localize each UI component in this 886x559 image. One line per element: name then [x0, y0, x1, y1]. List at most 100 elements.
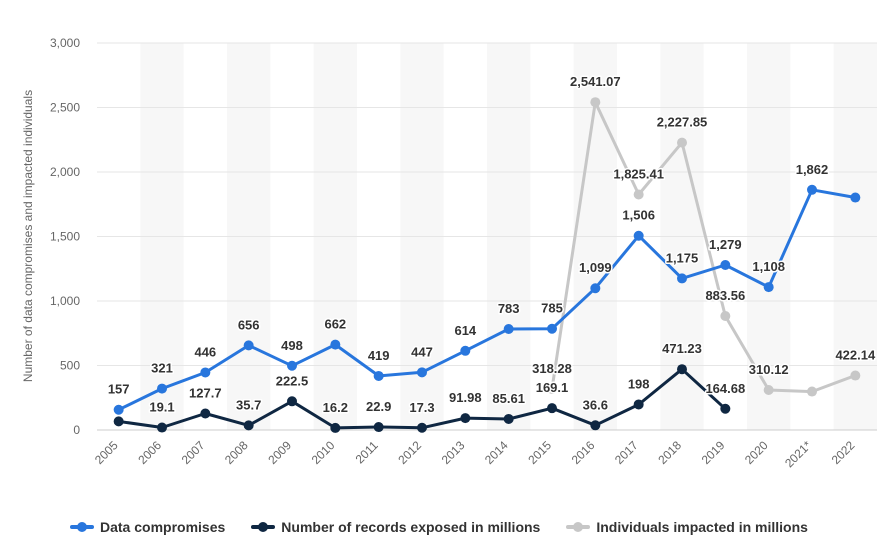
x-tick-label: 2018: [655, 438, 684, 467]
x-tick-label: 2015: [525, 438, 554, 467]
data-label: 662: [324, 317, 346, 332]
x-tick-label: 2013: [439, 438, 468, 467]
legend-swatch-records-exposed: [251, 522, 276, 532]
data-label: 1,108: [752, 259, 785, 274]
x-tick-label: 2021*: [782, 438, 814, 470]
data-point: [677, 364, 687, 375]
legend-label-individuals-impacted: Individuals impacted in millions: [596, 519, 808, 535]
legend-item-individuals-impacted[interactable]: Individuals impacted in millions: [566, 519, 808, 535]
legend-label-data-compromises: Data compromises: [100, 519, 226, 535]
data-label: 1,825.41: [613, 167, 664, 182]
data-point: [373, 370, 384, 381]
data-point: [547, 403, 557, 414]
data-label: 16.2: [323, 400, 348, 415]
x-tick-label: 2005: [92, 438, 121, 467]
data-label: 17.3: [409, 400, 434, 415]
data-label: 157: [108, 382, 130, 397]
data-label: 35.7: [236, 397, 261, 412]
data-point: [417, 367, 427, 378]
data-label: 447: [411, 344, 433, 359]
data-point: [850, 192, 861, 203]
x-tick-label: 2006: [135, 438, 164, 467]
y-tick-label: 1,500: [50, 230, 80, 244]
data-label: 22.9: [366, 399, 391, 414]
y-tick-label: 0: [73, 423, 80, 437]
data-label: 1,862: [796, 162, 829, 177]
data-point: [287, 360, 297, 371]
y-tick-label: 2,000: [50, 165, 80, 179]
data-point: [200, 367, 211, 378]
data-label: 783: [498, 301, 520, 316]
legend-swatch-data-compromises: [70, 522, 94, 532]
data-point: [113, 416, 124, 427]
data-label: 318.28: [532, 361, 572, 376]
data-label: 471.23: [662, 341, 702, 356]
data-label: 1,279: [709, 237, 742, 252]
data-label: 498: [281, 338, 303, 353]
data-point: [807, 386, 817, 397]
legend-swatch-individuals-impacted: [566, 522, 591, 532]
data-point: [503, 323, 514, 334]
data-label: 656: [238, 317, 260, 332]
data-point: [330, 422, 341, 433]
data-label: 127.7: [189, 386, 222, 401]
x-tick-label: 2022: [829, 438, 858, 467]
data-point: [720, 260, 731, 271]
y-tick-label: 500: [60, 359, 80, 373]
data-point: [547, 323, 557, 334]
y-tick-label: 2,500: [50, 101, 80, 115]
y-axis-title: Number of data compromises and impacted …: [21, 90, 35, 382]
data-point: [633, 189, 644, 200]
data-point: [807, 184, 817, 195]
data-point: [590, 420, 601, 431]
legend-item-data-compromises[interactable]: Data compromises: [70, 519, 225, 535]
data-point: [720, 311, 731, 322]
series-line: [117, 188, 857, 412]
data-point: [503, 413, 514, 424]
legend-item-records-exposed[interactable]: Number of records exposed in millions: [251, 519, 540, 535]
data-point: [763, 282, 774, 293]
x-tick-label: 2009: [265, 438, 294, 467]
data-point: [157, 383, 167, 394]
data-point: [633, 399, 644, 410]
data-label: 222.5: [276, 373, 309, 388]
data-label: 785: [541, 301, 563, 316]
x-tick-label: 2020: [742, 438, 771, 467]
x-tick-label: 2016: [569, 438, 598, 467]
legend: Data compromises Number of records expos…: [70, 519, 808, 535]
data-point: [460, 345, 471, 356]
x-tick-label: 2019: [699, 438, 728, 467]
data-label: 2,541.07: [570, 74, 621, 89]
data-label: 321: [151, 361, 173, 376]
y-tick-label: 3,000: [50, 36, 80, 50]
data-point: [417, 422, 427, 433]
x-tick-label: 2011: [353, 438, 381, 466]
x-tick-label: 2008: [222, 438, 251, 467]
data-label: 446: [194, 344, 216, 359]
line-chart: 0 500 1,000 1,500 2,000 2,500 3,000 2005 2006 200…: [21, 36, 877, 470]
data-point: [850, 370, 861, 381]
legend-label-records-exposed: Number of records exposed in millions: [281, 519, 541, 535]
data-label: 198: [628, 376, 650, 391]
data-label: 91.98: [449, 390, 482, 405]
data-label: 36.6: [583, 397, 608, 412]
data-point: [287, 396, 297, 407]
data-point: [243, 340, 254, 351]
data-label: 883.56: [705, 288, 745, 303]
data-label: 419: [368, 348, 390, 363]
data-label: 1,506: [622, 208, 655, 223]
data-point: [330, 339, 341, 350]
data-label: 169.1: [536, 380, 569, 395]
x-tick-label: 2012: [395, 438, 424, 467]
data-label: 85.61: [492, 391, 525, 406]
data-label: 614: [454, 323, 476, 338]
data-label: 310.12: [749, 362, 789, 377]
data-point: [200, 408, 211, 419]
data-label: 2,227.85: [657, 115, 708, 130]
x-tick-label: 2017: [612, 438, 641, 467]
series-line: [550, 100, 857, 394]
data-point: [590, 97, 601, 108]
data-point: [720, 403, 731, 414]
data-label: 1,175: [666, 250, 699, 265]
